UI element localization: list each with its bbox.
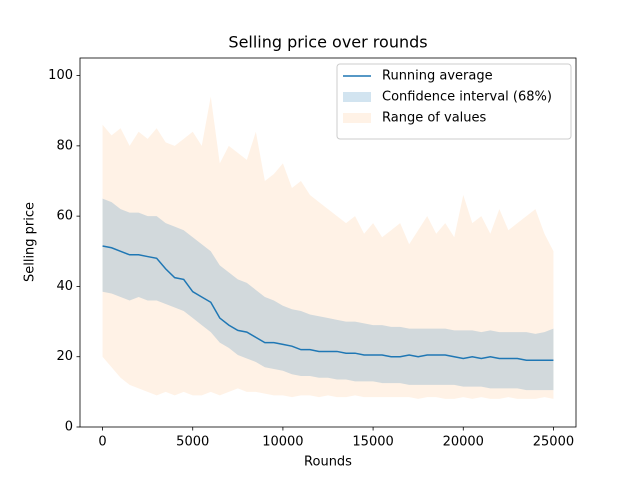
y-tick-label: 40 bbox=[56, 279, 73, 294]
y-tick-label: 80 bbox=[56, 138, 73, 153]
legend-box bbox=[336, 63, 572, 140]
y-tick-label: 0 bbox=[65, 420, 73, 435]
legend-patch bbox=[343, 92, 371, 102]
legend-label: Range of values bbox=[382, 111, 487, 126]
band-area bbox=[102, 96, 554, 399]
legend-label: Confidence interval (68%) bbox=[382, 90, 552, 105]
chart-title: Selling price over rounds bbox=[228, 33, 427, 52]
y-axis-label: Selling price bbox=[23, 202, 38, 282]
x-tick-label: 20000 bbox=[443, 435, 484, 450]
x-axis-label: Rounds bbox=[304, 455, 352, 470]
legend-label: Running average bbox=[382, 69, 493, 84]
band-area bbox=[102, 198, 554, 391]
x-tick-label: 15000 bbox=[352, 435, 393, 450]
x-tick-label: 10000 bbox=[262, 435, 303, 450]
plot-frame bbox=[79, 57, 577, 428]
x-tick-label: 5000 bbox=[176, 435, 209, 450]
y-tick-label: 20 bbox=[56, 349, 73, 364]
legend-patch bbox=[343, 113, 371, 123]
line bbox=[102, 245, 554, 361]
y-tick-label: 60 bbox=[56, 209, 73, 224]
y-tick-label: 100 bbox=[48, 68, 73, 83]
x-tick-label: 0 bbox=[98, 435, 106, 450]
x-tick-label: 25000 bbox=[533, 435, 574, 450]
